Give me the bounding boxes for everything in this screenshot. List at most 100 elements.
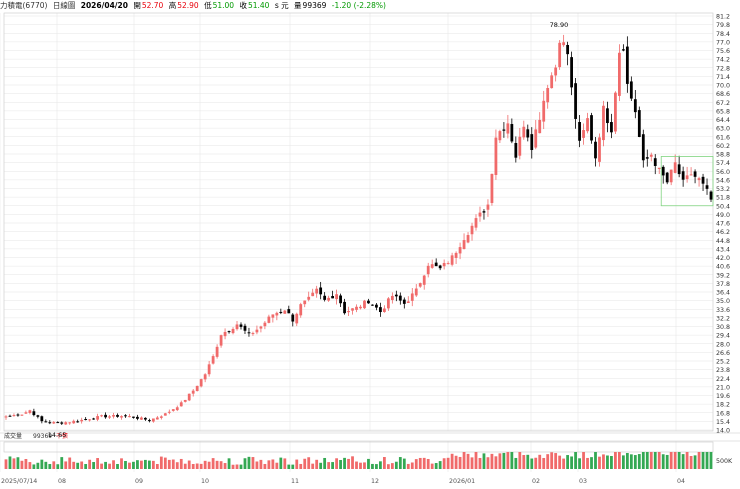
candle-body	[522, 126, 526, 138]
volume-bar	[199, 463, 203, 469]
volume-bar	[614, 452, 617, 469]
quote-header: 力積電(6770) 日線圖 2026/04/20 開52.70 高52.90 低…	[0, 0, 740, 12]
volume-bar	[323, 457, 327, 469]
candle-body	[315, 288, 319, 294]
volume-bar	[701, 452, 705, 469]
volume-bar	[606, 455, 609, 469]
volume-bar	[382, 457, 386, 469]
candle-body	[199, 379, 203, 387]
candle-body	[629, 81, 633, 99]
volume-bar	[295, 459, 299, 469]
candle-body	[163, 413, 167, 416]
y-tick-label: 51.8	[716, 195, 730, 202]
y-tick-label: 64.4	[716, 117, 730, 124]
y-tick-label: 50.4	[716, 203, 730, 210]
volume-bar	[315, 459, 319, 469]
volume-bar	[586, 457, 589, 469]
volume-bar	[24, 458, 28, 469]
candle-body	[442, 262, 446, 267]
candle-body	[625, 46, 629, 84]
volume-bar	[140, 460, 143, 469]
y-tick-label: 25.2	[716, 359, 730, 366]
candle-body	[386, 298, 390, 309]
candle-body	[414, 288, 418, 296]
volume-bar	[570, 456, 573, 469]
candle-body	[207, 364, 211, 375]
volume-bar	[120, 458, 123, 469]
candle-body	[227, 331, 231, 333]
candle-body	[689, 174, 693, 176]
y-tick-label: 77.0	[716, 39, 730, 46]
volume-bar	[526, 454, 530, 469]
y-tick-label: 44.8	[716, 238, 730, 245]
candle-body	[506, 123, 510, 134]
candle-body	[685, 175, 689, 180]
candle-body	[570, 57, 573, 88]
volume-bar	[618, 452, 621, 469]
volume-bar	[271, 459, 275, 469]
candle-body	[80, 419, 84, 422]
volume-bar	[132, 461, 135, 469]
candle-body	[486, 204, 490, 210]
y-tick-label: 43.4	[716, 246, 730, 253]
candle-body	[705, 185, 709, 189]
annotation-label: 14.65	[48, 431, 67, 439]
volume-bar	[275, 462, 279, 469]
volume-bar	[327, 462, 331, 469]
candle-body	[171, 409, 175, 411]
volume-bar	[550, 452, 554, 469]
volume-bar	[621, 455, 625, 469]
volume-bar	[398, 457, 402, 469]
low-label: 低	[204, 1, 212, 10]
volume-bar	[709, 452, 713, 469]
candle-body	[343, 301, 346, 314]
x-tick-label: 08	[58, 478, 66, 485]
candle-body	[203, 374, 207, 380]
volume-bar	[251, 457, 255, 469]
volume-bar	[681, 454, 685, 469]
candle-body	[637, 110, 641, 137]
close-label: 收	[239, 1, 247, 10]
y-tick-label: 15.4	[716, 419, 730, 426]
candle-body	[52, 422, 56, 424]
volume-bar	[402, 458, 406, 469]
candle-body	[140, 417, 143, 420]
y-tick-label: 37.8	[716, 281, 730, 288]
volume-bar	[32, 464, 36, 469]
volume-bar	[673, 452, 677, 469]
candle-body	[44, 421, 48, 423]
volume-bar	[677, 452, 681, 469]
volume-bar	[466, 453, 470, 469]
volume-bar	[502, 452, 506, 469]
candle-body	[434, 262, 438, 267]
candle-body	[402, 299, 406, 304]
volume-bar	[494, 456, 498, 469]
grid	[0, 13, 713, 472]
volume-bar	[645, 452, 649, 469]
candle-body	[363, 300, 366, 309]
candle-body	[128, 416, 131, 418]
candle-body	[32, 411, 36, 416]
volume-bar	[367, 458, 370, 469]
volume-bar	[554, 453, 558, 469]
candle-body	[303, 300, 307, 305]
stock-name: 力積電(6770)	[0, 1, 48, 10]
y-tick-label: 81.2	[716, 14, 730, 21]
candle-body	[335, 294, 338, 300]
high-label: 高	[168, 1, 177, 10]
candle-body	[379, 307, 382, 313]
candle-body	[382, 308, 386, 313]
candle-body	[247, 332, 251, 334]
candle-body	[665, 172, 669, 183]
candle-body	[701, 176, 705, 184]
candle-body	[693, 171, 697, 177]
volume-bar	[418, 457, 422, 469]
candle-body	[88, 419, 92, 421]
candle-body	[251, 333, 255, 335]
candle-body	[422, 275, 426, 285]
candle-body	[538, 119, 542, 134]
plot-frames	[0, 12, 740, 453]
volume-bar	[546, 454, 550, 469]
y-tick-label: 71.4	[716, 74, 730, 81]
candle-body	[518, 136, 522, 156]
